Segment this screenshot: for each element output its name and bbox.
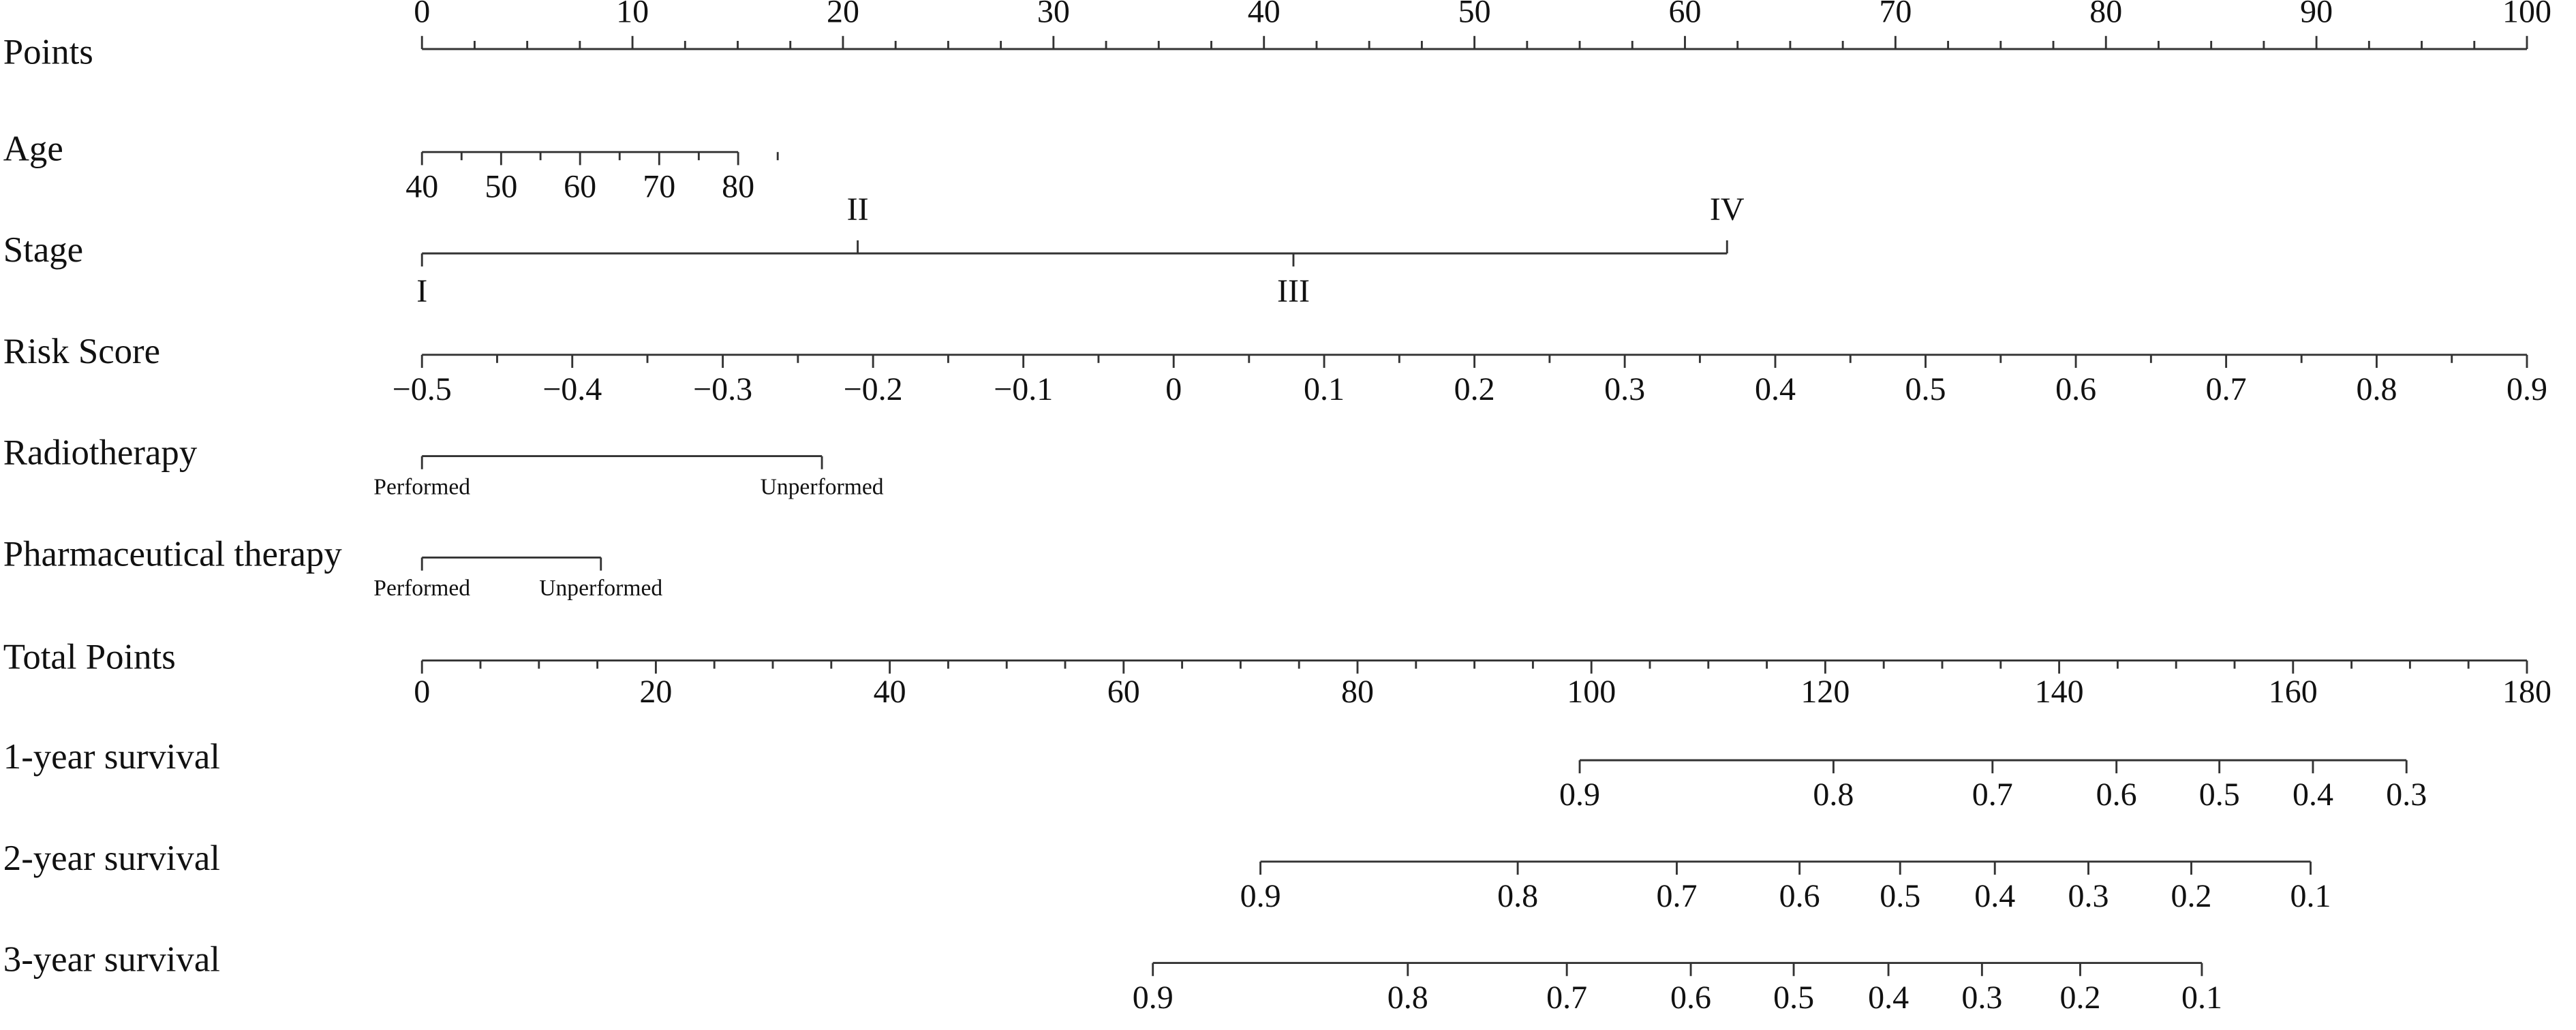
tick-label: 60 [1107,674,1140,710]
tick-label: 0.8 [1387,980,1428,1016]
tick-label: −0.4 [542,371,602,407]
tick-label: 0 [414,674,430,710]
tick-label: 20 [827,0,859,30]
tick-label: −0.5 [393,371,452,407]
tick-label: 0.1 [1304,371,1345,407]
tick-label: I [416,273,427,309]
row-label: Total Points [3,638,176,677]
tick-label: 0.5 [1905,371,1946,407]
tick-label: 0.2 [2171,878,2212,914]
row-label: 3-year survival [3,940,220,980]
tick-label: 0.9 [1240,878,1281,914]
tick-label: Unperformed [761,474,884,499]
tick-label: 0.3 [2386,777,2427,813]
tick-label: 120 [1800,674,1850,710]
tick-label: 160 [2269,674,2318,710]
tick-label: 180 [2502,674,2551,710]
tick-label: 10 [616,0,649,30]
tick-label: 60 [564,168,596,204]
tick-label: 40 [405,168,438,204]
tick-label: 50 [1458,0,1491,30]
tick-label: 0.4 [2293,777,2333,813]
row-label: Risk Score [3,332,160,371]
tick-label: Performed [373,474,470,499]
tick-label: 70 [643,168,675,204]
tick-label: 0.4 [1755,371,1796,407]
tick-label: 0.1 [2181,980,2222,1016]
tick-label: 80 [2089,0,2122,30]
tick-label: 60 [1668,0,1701,30]
tick-label: 40 [874,674,906,710]
tick-label: 0.6 [2096,777,2137,813]
tick-label: 0.7 [2206,371,2247,407]
tick-label: 80 [722,168,754,204]
tick-label: 0.5 [1773,980,1814,1016]
tick-label: 0.8 [1497,878,1538,914]
tick-label: 0.6 [2055,371,2096,407]
tick-label: −0.3 [693,371,752,407]
tick-label: 20 [639,674,672,710]
row-label: Pharmaceutical therapy [3,535,343,574]
tick-label: 0.2 [1454,371,1495,407]
tick-label: IV [1710,191,1745,228]
tick-label: 0.5 [2199,777,2240,813]
tick-label: 0.7 [1972,777,2013,813]
tick-label: 0.9 [1559,777,1600,813]
tick-label: 0.3 [1604,371,1645,407]
tick-label: 70 [1879,0,1912,30]
row-label: Stage [3,230,83,270]
tick-label: 0.7 [1546,980,1587,1016]
tick-label: 0.8 [2356,371,2397,407]
tick-label: 0.4 [1974,878,2015,914]
tick-label: −0.1 [994,371,1053,407]
tick-label: 140 [2035,674,2084,710]
tick-label: −0.2 [844,371,903,407]
tick-label: 0.8 [1813,777,1854,813]
tick-label: 100 [2502,0,2551,30]
tick-label: 0.4 [1868,980,1909,1016]
tick-label: 0.2 [2059,980,2100,1016]
tick-label: 80 [1341,674,1374,710]
tick-label: 0.1 [2290,878,2331,914]
tick-label: 0.7 [1656,878,1697,914]
tick-label: 0.3 [2068,878,2109,914]
row-label: 2-year survival [3,839,220,878]
row-label: Points [3,33,93,72]
tick-label: 0.6 [1779,878,1820,914]
tick-label: 0.9 [2506,371,2547,407]
tick-label: 0.5 [1880,878,1920,914]
tick-label: 90 [2300,0,2333,30]
tick-label: 50 [485,168,517,204]
tick-label: 0 [414,0,430,30]
tick-label: III [1277,273,1310,309]
tick-label: Performed [373,576,470,601]
row-label: Radiotherapy [3,433,198,473]
row-label: Age [3,129,63,168]
tick-label: II [847,191,869,228]
tick-label: 0.6 [1670,980,1711,1016]
tick-label: 0 [1165,371,1182,407]
tick-label: Unperformed [539,576,662,601]
tick-label: 40 [1248,0,1281,30]
tick-label: 100 [1567,674,1616,710]
tick-label: 0.3 [1961,980,2002,1016]
row-label: 1-year survival [3,737,220,777]
tick-label: 0.9 [1133,980,1174,1016]
tick-label: 30 [1037,0,1070,30]
